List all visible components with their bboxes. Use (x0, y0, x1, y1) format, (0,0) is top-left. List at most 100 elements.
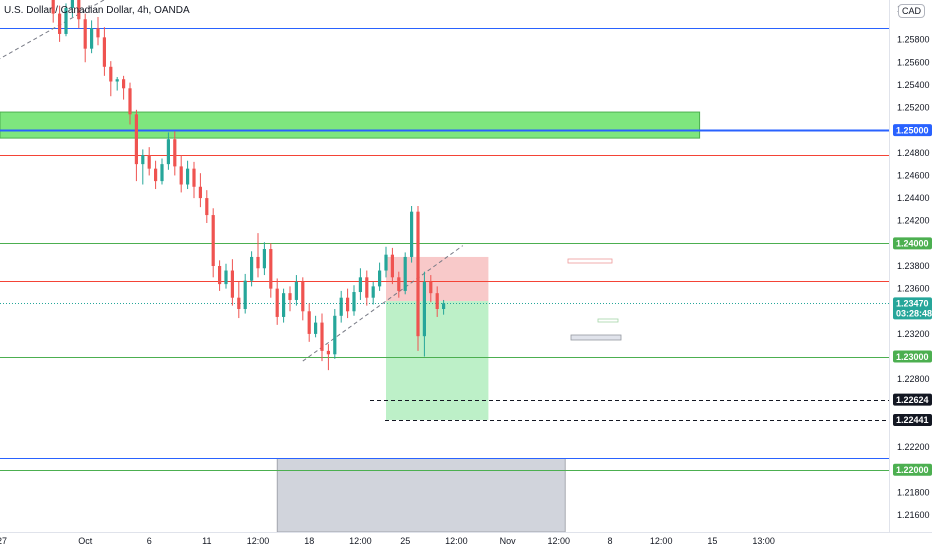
x-tick-label: 8 (607, 536, 612, 546)
candle-body (147, 155, 151, 169)
candle-body (410, 211, 414, 257)
candle-body (250, 256, 254, 281)
y-tick-label: 1.24800 (897, 148, 930, 158)
price-level-tag (893, 413, 932, 426)
candle-body (102, 37, 106, 67)
candle-body (384, 254, 388, 271)
candle-body (51, 0, 55, 14)
x-tick-label: Oct (78, 536, 93, 546)
current-price-text: 1.23470 (896, 299, 929, 309)
y-tick-label: 1.23200 (897, 329, 930, 339)
candle-body (154, 168, 158, 182)
x-tick-label: 11 (202, 536, 211, 546)
price-level-tag-text: 1.22441 (896, 415, 929, 425)
candle-body (294, 281, 298, 300)
resistance-zone (0, 111, 701, 139)
candle-body (134, 114, 138, 165)
y-tick-label: 1.25200 (897, 103, 930, 113)
candle-body (378, 270, 382, 287)
y-tick-label: 1.24400 (897, 193, 930, 203)
candle-body (275, 288, 279, 317)
candle-body (115, 79, 119, 82)
candle-body (186, 168, 190, 185)
price-axis (889, 0, 932, 550)
candle-body (64, 7, 68, 34)
demand-zone (276, 458, 566, 533)
x-tick-label: 12:00 (247, 536, 270, 546)
y-tick-label: 1.25800 (897, 35, 930, 45)
candle-body (282, 293, 286, 317)
candle-body (90, 28, 94, 49)
x-tick-label: 25 (400, 536, 410, 546)
candle-body (243, 280, 247, 310)
x-tick-label: 12:00 (548, 536, 571, 546)
price-level-tag (893, 350, 932, 363)
y-tick-label: 1.25600 (897, 57, 930, 67)
candle-body (442, 303, 446, 310)
candle-body (397, 277, 401, 291)
candle-body (179, 166, 183, 185)
candle-body (109, 66, 113, 82)
candle-body (390, 254, 394, 278)
y-tick-label: 1.22800 (897, 374, 930, 384)
candle-body (211, 215, 215, 266)
candle-body (301, 281, 305, 312)
y-tick-label: 1.23600 (897, 284, 930, 294)
candle-body (218, 266, 222, 285)
candle-body (346, 297, 350, 312)
candle-body (339, 297, 343, 316)
exit-marker (597, 318, 619, 323)
candle-body (416, 211, 420, 337)
candle-body (237, 297, 241, 310)
price-level-tag (893, 124, 932, 137)
candle-body (122, 79, 126, 89)
candle-body (435, 293, 439, 310)
x-tick-label: 12:00 (349, 536, 372, 546)
entry-box (570, 334, 622, 341)
trendline (0, 0, 105, 60)
candle-body (314, 322, 318, 334)
price-level-tag-text: 1.22624 (896, 395, 929, 405)
y-tick-label: 1.21600 (897, 510, 930, 520)
candle-body (320, 322, 324, 351)
currency-badge[interactable]: CAD (898, 4, 926, 18)
candle-body (269, 249, 273, 289)
candle-body (403, 256, 407, 291)
candle-body (166, 139, 170, 165)
candle-body (96, 28, 100, 38)
y-tick-label: 1.23800 (897, 261, 930, 271)
y-tick-label: 1.24200 (897, 216, 930, 226)
candle-body (288, 293, 292, 300)
price-level-tag (893, 463, 932, 476)
candle-body (365, 277, 369, 298)
x-tick-label: 18 (304, 536, 314, 546)
y-tick-label: 1.22200 (897, 442, 930, 452)
y-tick-label: 1.24600 (897, 170, 930, 180)
candle-body (58, 13, 62, 34)
y-tick-label: 1.25400 (897, 80, 930, 90)
chart-title: U.S. Dollar / Canadian Dollar, 4h, OANDA (4, 5, 190, 16)
candle-body (429, 281, 433, 294)
current-price-tag (893, 297, 932, 320)
candle-body (173, 139, 177, 167)
candle-body (141, 155, 145, 165)
x-tick-label: 27 (0, 536, 7, 546)
candle-body (83, 19, 87, 49)
x-tick-label: Nov (500, 536, 517, 546)
x-tick-label: 12:00 (445, 536, 468, 546)
x-tick-label: 15 (707, 536, 717, 546)
price-level-tag-text: 1.22000 (896, 465, 929, 475)
time-axis (0, 532, 932, 550)
entry-marker (567, 258, 613, 264)
candle-body (160, 164, 164, 182)
candle-body (358, 277, 362, 293)
candle-body (77, 0, 81, 20)
candle-body (262, 249, 266, 269)
countdown-text: 03:28:48 (896, 308, 932, 318)
candle-body (192, 168, 196, 187)
y-tick-label: 1.21800 (897, 487, 930, 497)
price-level-tag-text: 1.24000 (896, 239, 929, 249)
candle-body (198, 186, 202, 199)
